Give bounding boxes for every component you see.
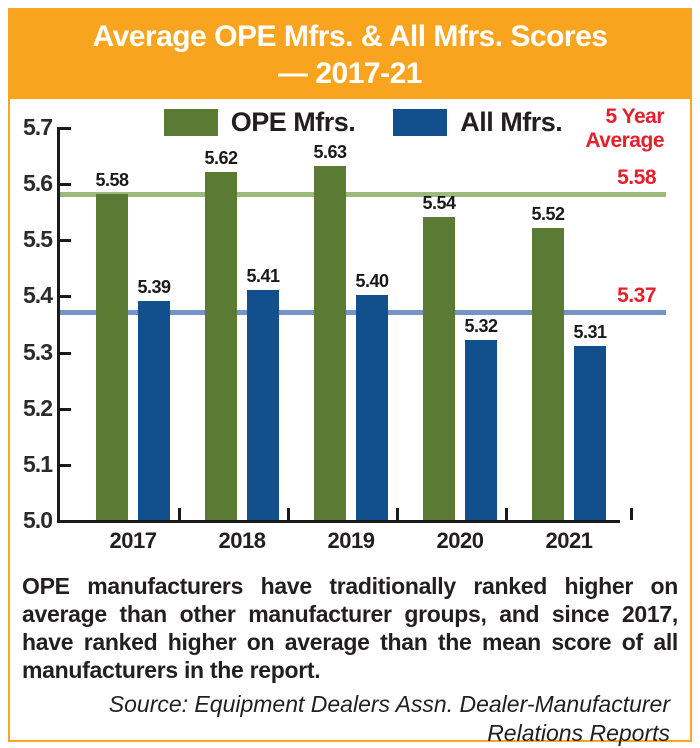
- y-axis-label: 5.6: [23, 170, 53, 197]
- chart-title-line1: Average OPE Mfrs. & All Mfrs. Scores: [92, 19, 608, 53]
- source-credit-line1: Source: Equipment Dealers Assn. Dealer-M…: [108, 691, 670, 717]
- bar-value-label: 5.31: [573, 321, 607, 342]
- legend-item-all-mfrs: All Mfrs.: [393, 107, 563, 138]
- legend-swatch-all-mfrs: [393, 109, 448, 136]
- bar-value-label: 5.40: [355, 271, 389, 292]
- bar-ope-2018: [205, 171, 237, 520]
- x-axis-tick: [286, 508, 290, 520]
- y-axis-label: 5.3: [23, 338, 53, 365]
- bar-ope-2017: [96, 194, 128, 520]
- bar-value-label: 5.39: [137, 277, 171, 298]
- x-axis-end-tick: [630, 508, 633, 520]
- y-axis-tick: [60, 351, 71, 355]
- y-axis-tick: [60, 183, 71, 187]
- y-axis-label: 5.7: [23, 114, 53, 140]
- chart-title-line2: — 2017-21: [278, 56, 422, 90]
- legend-label-all-mfrs: All Mfrs.: [460, 107, 563, 137]
- bar-ope-2019: [314, 166, 346, 520]
- y-axis-label: 5.5: [23, 226, 53, 253]
- chart-legend: OPE Mfrs. All Mfrs.: [60, 107, 666, 138]
- legend-swatch-ope-mfrs: [163, 109, 218, 136]
- bar-value-label: 5.54: [422, 192, 456, 213]
- x-axis-label-2018: 2018: [218, 528, 266, 553]
- bar-value-label: 5.63: [313, 142, 347, 163]
- bar-all-2021: [574, 345, 606, 520]
- bar-value-label: 5.58: [95, 170, 129, 191]
- infographic-frame: Average OPE Mfrs. & All Mfrs. Scores — 2…: [8, 8, 692, 746]
- y-axis-tick: [60, 239, 71, 243]
- bar-ope-2020: [423, 216, 455, 520]
- source-credit: Source: Equipment Dealers Assn. Dealer-M…: [10, 690, 690, 748]
- bar-ope-2021: [532, 228, 564, 520]
- y-axis-label: 5.4: [23, 282, 53, 309]
- legend-label-ope-mfrs: OPE Mfrs.: [230, 107, 356, 137]
- y-axis-tick: [60, 127, 71, 130]
- x-axis-tick: [504, 508, 508, 520]
- y-axis-tick: [60, 407, 71, 411]
- y-axis-label: 5.0: [23, 507, 53, 533]
- x-axis-label-2017: 2017: [109, 528, 157, 553]
- average-value-label-ope: 5.58: [617, 166, 656, 190]
- y-axis-label: 5.1: [23, 450, 53, 477]
- average-value-label-all: 5.37: [617, 284, 656, 308]
- x-axis-tick: [177, 508, 181, 520]
- chart-area: OPE Mfrs. All Mfrs. 5 Year Average 5.7 5.…: [10, 99, 690, 562]
- bar-value-label: 5.52: [531, 204, 565, 225]
- source-credit-line2: Relations Reports: [487, 720, 670, 746]
- y-axis-line: [57, 127, 60, 523]
- x-axis-label-2021: 2021: [545, 528, 593, 553]
- five-year-average-label: 5 Year Average: [585, 105, 664, 152]
- bar-all-2017: [138, 301, 170, 520]
- bar-all-2019: [356, 295, 388, 520]
- caption-text: OPE manufacturers have traditionally ran…: [22, 573, 678, 683]
- plot-area: 5.7 5.6 5.5 5.4 5.3 5.2 5.1 5.0 5.58 5.37 5.58 5.39…: [23, 114, 666, 553]
- y-axis-tick: [60, 463, 71, 467]
- bar-value-label: 5.62: [204, 147, 238, 168]
- x-axis-label-2019: 2019: [327, 528, 375, 553]
- chart-header: Average OPE Mfrs. & All Mfrs. Scores — 2…: [10, 10, 690, 99]
- x-axis-tick: [395, 508, 399, 520]
- y-axis-tick: [60, 295, 71, 299]
- bar-value-label: 5.41: [246, 265, 280, 286]
- bar-all-2018: [247, 289, 279, 520]
- y-axis-label: 5.2: [23, 394, 53, 421]
- bar-value-label: 5.32: [464, 316, 498, 337]
- average-line-ope: [60, 192, 666, 198]
- legend-item-ope-mfrs: OPE Mfrs.: [163, 107, 356, 138]
- x-axis-label-2020: 2020: [436, 528, 484, 553]
- bar-all-2020: [465, 340, 497, 520]
- x-axis-line: [57, 520, 620, 523]
